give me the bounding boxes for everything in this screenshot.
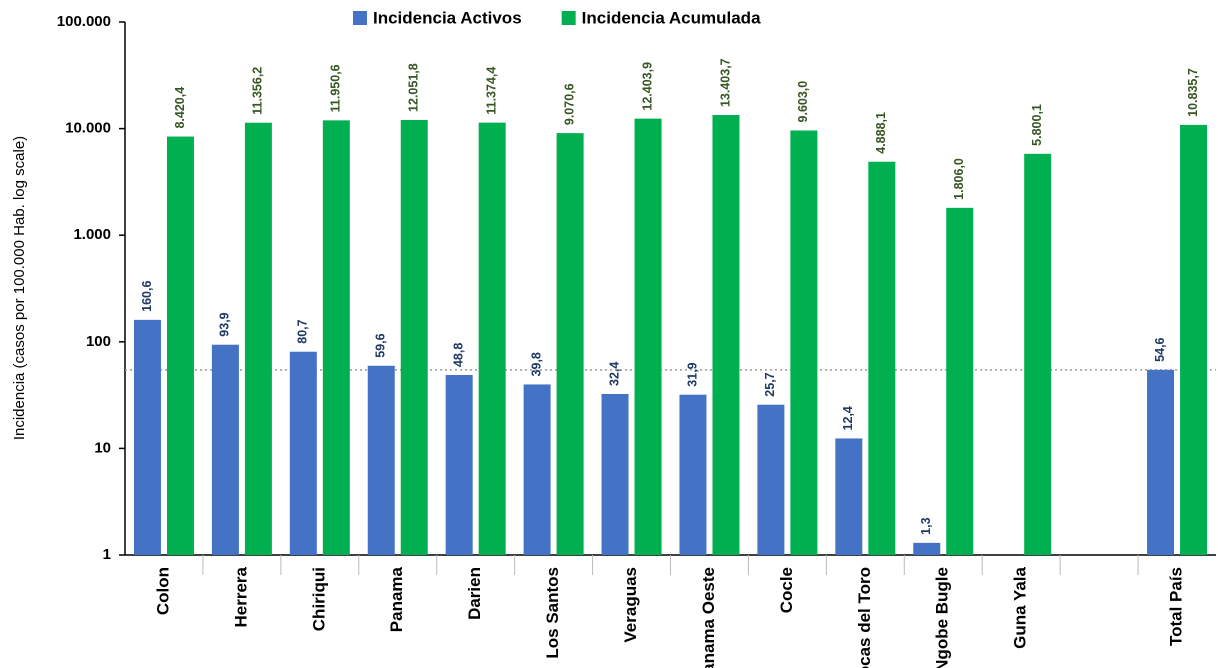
legend-box (322, 4, 942, 32)
bar (367, 365, 395, 555)
value-label: 160,6 (140, 281, 154, 312)
bar (133, 319, 161, 555)
bar (790, 130, 818, 556)
x-tick-label: Darien (465, 567, 484, 620)
y-tick-label: 100 (86, 333, 111, 350)
value-label: 25,7 (763, 372, 777, 396)
value-label: 13.403,7 (718, 58, 732, 107)
value-label: 59,6 (374, 333, 388, 357)
bar (445, 375, 473, 555)
bar (556, 133, 584, 555)
bar (634, 118, 662, 556)
bar (211, 344, 239, 555)
x-tick-label: Guna Yala (1011, 566, 1030, 648)
value-label: 39,8 (529, 352, 543, 376)
value-label: 11.950,6 (329, 64, 343, 112)
value-label: 1.806,0 (952, 158, 966, 200)
value-label: 80,7 (296, 319, 310, 343)
y-tick-label: 10.000 (65, 120, 111, 137)
value-label: 9.070,6 (562, 83, 576, 125)
bar (601, 393, 629, 555)
x-tick-label: Bocas del Toro (855, 567, 874, 668)
bar (1147, 369, 1175, 555)
legend-swatch (353, 11, 367, 25)
x-tick-label: Colon (153, 567, 172, 615)
value-label: 48,8 (451, 343, 465, 367)
value-label: 93,9 (218, 312, 232, 336)
bar (478, 122, 506, 555)
x-tick-label: Panama (387, 566, 406, 632)
x-tick-label: Veraguas (621, 567, 640, 643)
x-tick-label: Los Santos (543, 567, 562, 659)
bar (679, 394, 707, 555)
y-tick-label: 1 (103, 546, 111, 563)
bar (835, 438, 863, 555)
value-label: 11.356,2 (251, 67, 265, 115)
x-tick-label: Chiriqui (309, 567, 328, 631)
y-tick-label: 1.000 (73, 226, 111, 243)
x-tick-label: Total País (1167, 567, 1186, 646)
value-label: 8.420,4 (173, 87, 187, 129)
value-label: 54,6 (1153, 337, 1167, 361)
bar (913, 542, 941, 555)
value-label: 12.403,9 (640, 62, 654, 111)
x-tick-label: Panama Oeste (699, 567, 718, 668)
bar (244, 122, 272, 555)
bar (166, 136, 194, 556)
bar (757, 404, 785, 555)
value-label: 9.603,0 (796, 81, 810, 123)
legend-label: Incidencia Acumulada (582, 8, 761, 27)
value-label: 12.051,8 (407, 63, 421, 112)
value-label: 12,4 (841, 406, 855, 430)
bar (946, 207, 974, 555)
value-label: 4.888,1 (874, 112, 888, 154)
bar (289, 351, 317, 555)
bar (523, 384, 551, 555)
x-tick-label: Ngobe Bugle (933, 567, 952, 668)
value-label: 10.835,7 (1186, 68, 1200, 117)
bar (1180, 124, 1208, 555)
bar (322, 120, 350, 556)
y-tick-label: 100.000 (57, 13, 111, 30)
y-tick-label: 10 (94, 439, 111, 456)
value-label: 5.800,1 (1030, 104, 1044, 146)
bar (400, 119, 428, 555)
x-tick-label: Cocle (777, 567, 796, 613)
value-label: 11.374,4 (484, 67, 498, 115)
bar (1024, 153, 1052, 555)
y-axis-title: Incidencia (casos por 100.000 Hab. log s… (11, 136, 28, 440)
legend-label: Incidencia Activos (373, 8, 522, 27)
bar (712, 115, 740, 556)
bar (868, 161, 896, 555)
value-label: 31,9 (685, 362, 699, 386)
legend-swatch (561, 11, 576, 25)
value-label: 1,3 (919, 517, 933, 534)
x-tick-label: Herrera (231, 566, 250, 627)
value-label: 32,4 (607, 362, 621, 386)
